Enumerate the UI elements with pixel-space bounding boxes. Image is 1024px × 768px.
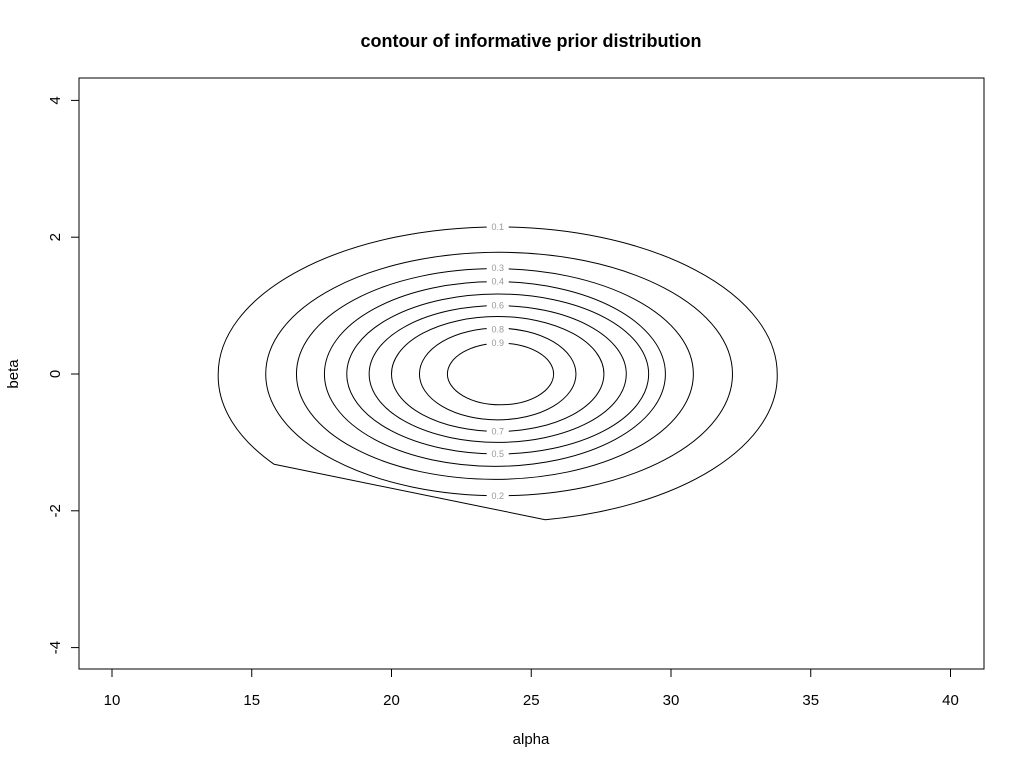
contour-level-labels: 0.1 0.2 0.3 0.4 0.5 0.6 0.7 0.8 0.9 bbox=[486, 221, 509, 501]
contour-label-backing bbox=[486, 300, 509, 311]
y-tick-label: 0 bbox=[47, 370, 64, 378]
contour-label-backing bbox=[486, 338, 509, 349]
contour-level-label: 0.5 bbox=[491, 449, 504, 459]
contour-line-0.1 bbox=[217, 226, 778, 521]
x-tick-label: 40 bbox=[942, 692, 959, 709]
x-tick-label: 15 bbox=[243, 692, 260, 709]
contour-level-label: 0.2 bbox=[491, 491, 504, 501]
contour-label-backing bbox=[486, 262, 509, 273]
y-tick-label: -4 bbox=[47, 641, 64, 654]
plot-frame bbox=[78, 77, 985, 670]
contour-label-backing bbox=[486, 426, 509, 437]
chart-title: contour of informative prior distributio… bbox=[361, 31, 702, 51]
contour-level-label: 0.8 bbox=[491, 325, 504, 335]
contour-level-label: 0.7 bbox=[491, 426, 504, 436]
contour-line-0.2 bbox=[265, 251, 733, 497]
contour-label-backing bbox=[486, 324, 509, 335]
contour-level-label: 0.6 bbox=[491, 301, 504, 311]
x-tick-label: 20 bbox=[383, 692, 400, 709]
contour-line-0.9 bbox=[446, 342, 555, 406]
contour-level-label: 0.1 bbox=[491, 222, 504, 232]
x-tick-label: 35 bbox=[802, 692, 819, 709]
y-tick-label: -2 bbox=[47, 504, 64, 517]
contour-label-backing bbox=[486, 449, 509, 460]
contour-label-backing bbox=[486, 490, 509, 501]
y-axis-label: beta bbox=[5, 359, 22, 389]
contour-level-label: 0.4 bbox=[491, 277, 504, 287]
x-tick-label: 25 bbox=[523, 692, 540, 709]
x-axis: 10 15 20 25 30 35 40 bbox=[104, 668, 959, 709]
y-axis: -4 -2 0 2 4 bbox=[47, 96, 80, 654]
contour-level-label: 0.3 bbox=[491, 263, 504, 273]
x-tick-label: 10 bbox=[104, 692, 121, 709]
x-tick-label: 30 bbox=[663, 692, 680, 709]
y-tick-label: 4 bbox=[47, 96, 64, 104]
y-tick-label: 2 bbox=[47, 233, 64, 241]
x-axis-label: alpha bbox=[513, 731, 550, 748]
contour-label-backing bbox=[486, 276, 509, 287]
contour-level-label: 0.9 bbox=[491, 338, 504, 348]
contour-label-backing bbox=[486, 221, 509, 232]
